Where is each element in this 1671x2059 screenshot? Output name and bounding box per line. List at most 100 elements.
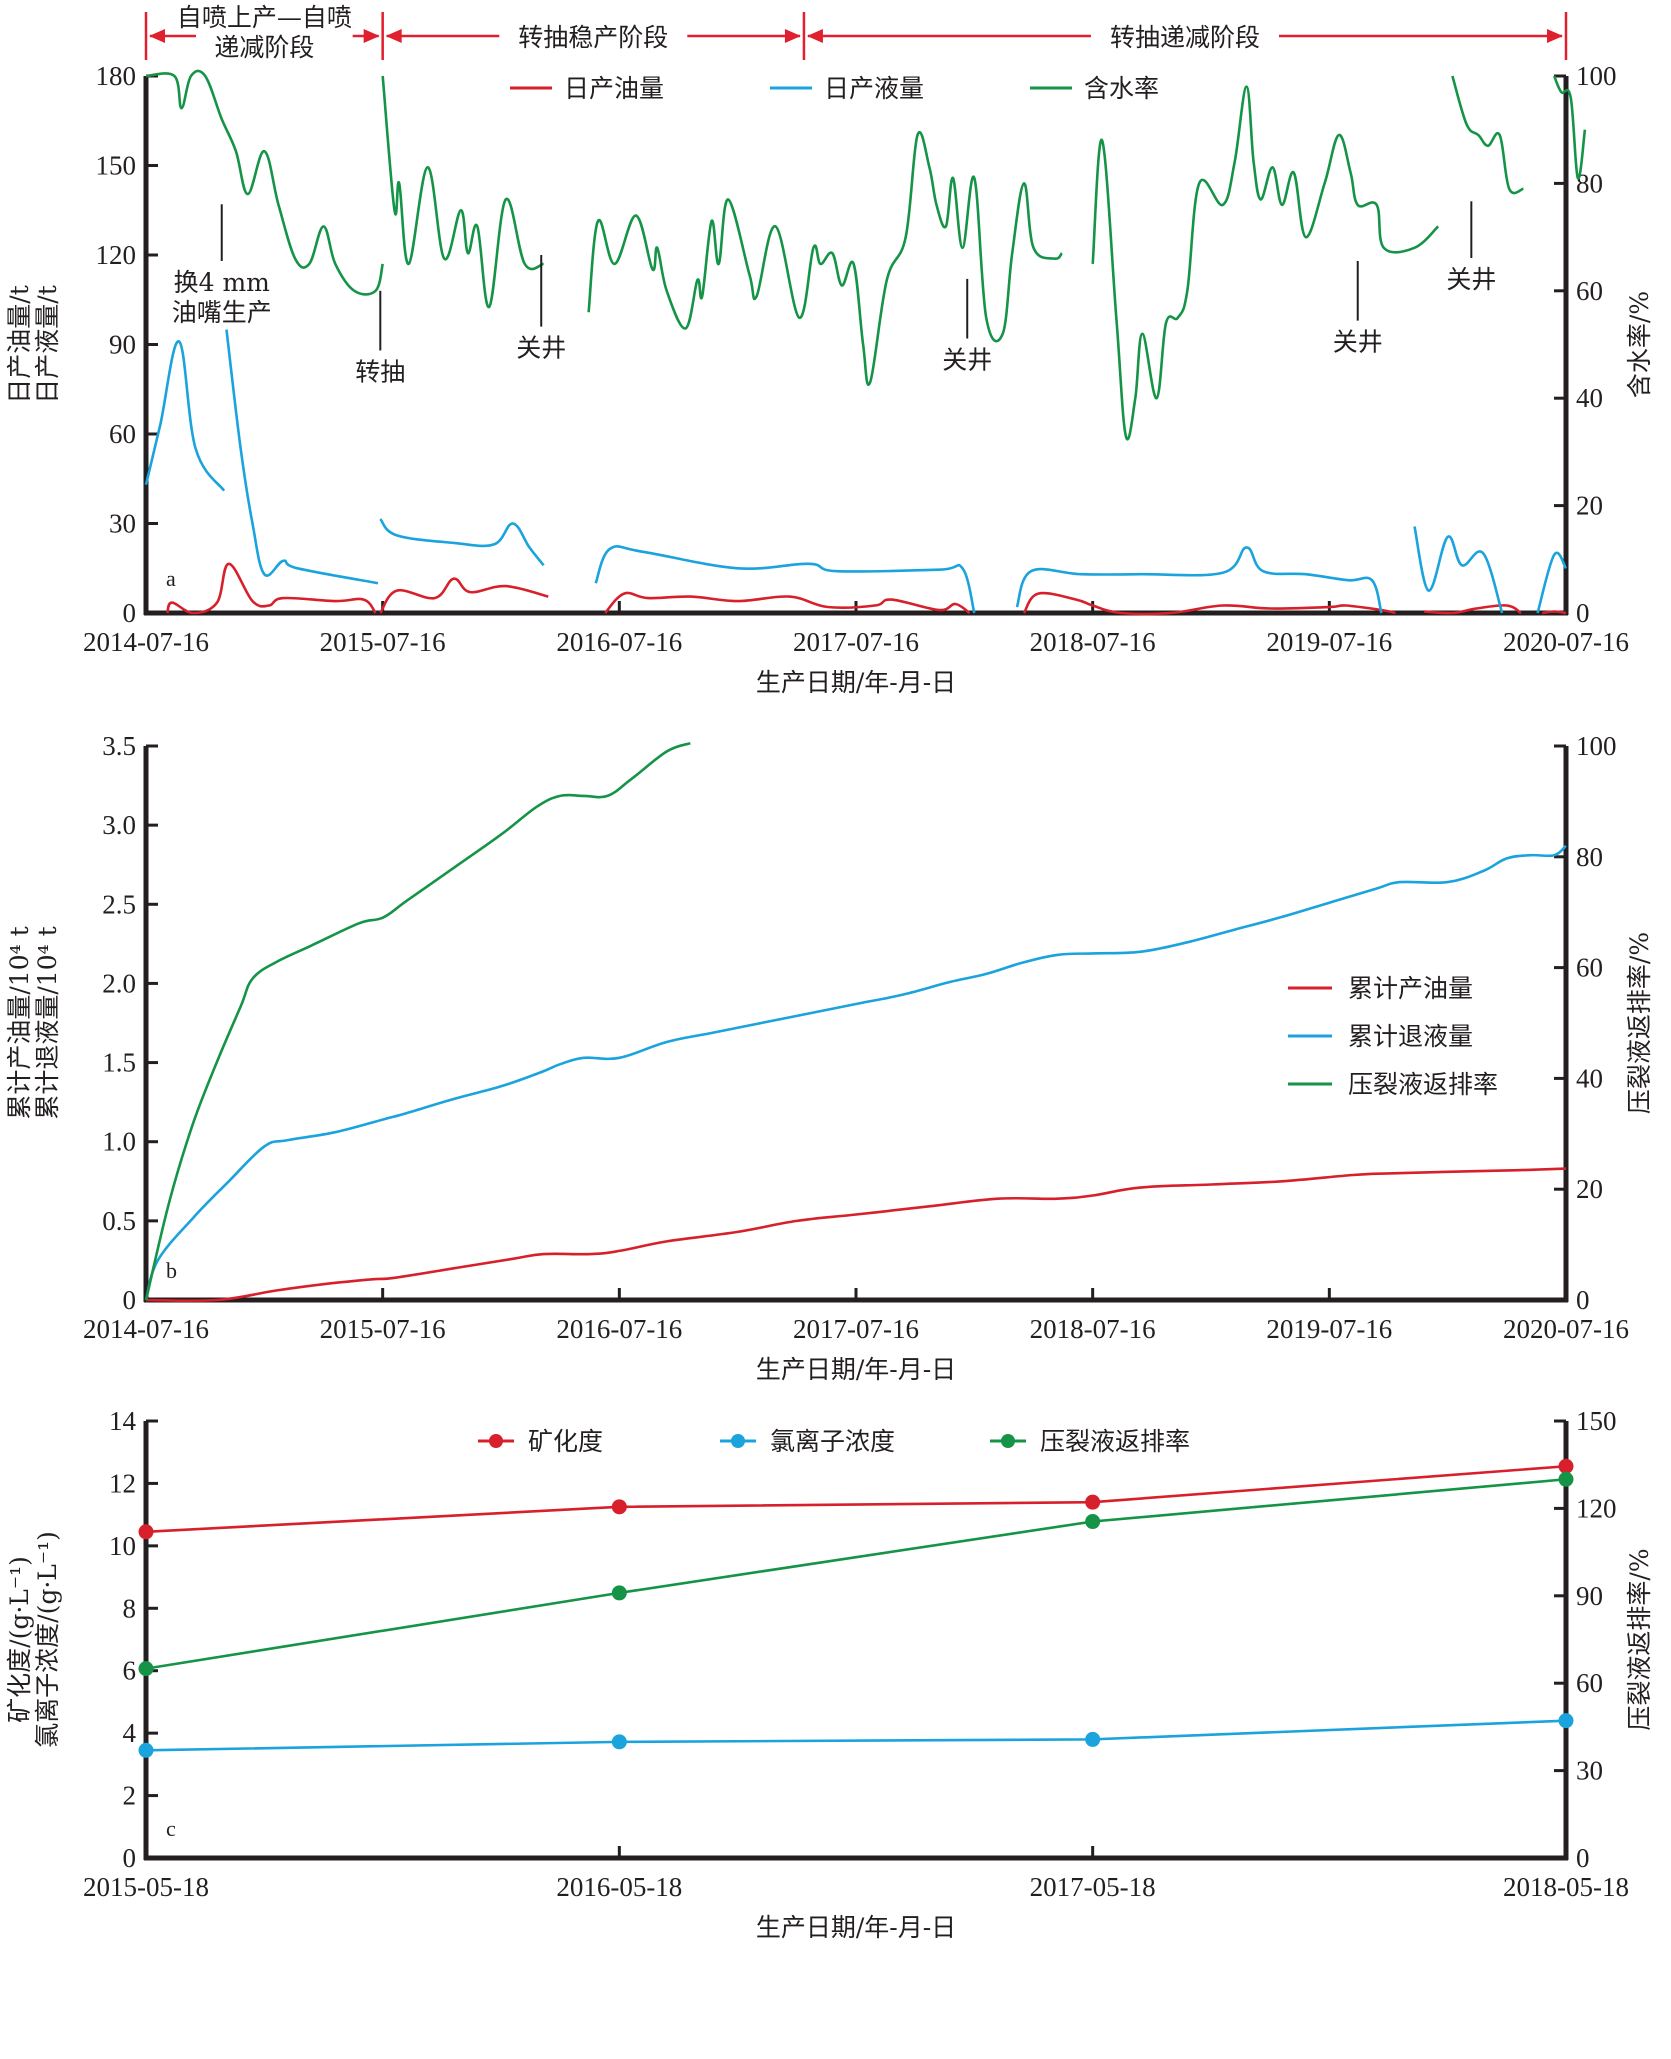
y2-tick-label: 80 [1576, 842, 1603, 872]
x-tick-label: 2020-07-16 [1503, 627, 1629, 657]
series-line-segment [145, 69, 384, 296]
series-water [138, 1471, 1574, 1677]
panel-label: a [166, 566, 176, 591]
y-axis-title: 日产液量/t [33, 285, 62, 403]
series-line-water [144, 741, 691, 1301]
annotation-text: 关井 [516, 334, 566, 363]
legend-marker [489, 1434, 503, 1448]
annotation-text: 关井 [942, 346, 992, 375]
legend-label: 日产液量 [824, 74, 924, 103]
y-axis-title: 矿化度/(g·L⁻¹) [5, 1556, 34, 1723]
series-oil [138, 1458, 1574, 1540]
x-tick-label: 2014-07-16 [83, 627, 209, 657]
y-tick-label: 0.5 [102, 1206, 136, 1236]
y-tick-label: 12 [109, 1468, 136, 1498]
x-tick-label: 2015-07-16 [320, 1314, 446, 1344]
y-tick-label: 120 [96, 240, 137, 270]
series-line-segment [381, 75, 544, 309]
y-tick-label: 14 [109, 1406, 137, 1436]
y2-tick-label: 30 [1576, 1756, 1603, 1786]
y-tick-label: 3.5 [102, 731, 136, 761]
stage-arrow-head-right [1547, 29, 1563, 43]
y2-tick-label: 100 [1576, 61, 1617, 91]
y2-tick-label: 0 [1576, 1285, 1590, 1315]
y-tick-label: 8 [123, 1593, 137, 1623]
series-line-segment [379, 518, 545, 567]
data-point [138, 1661, 154, 1677]
stage-arrow-head-left [806, 29, 823, 43]
y2-tick-label: 100 [1576, 731, 1617, 761]
legend-item: 日产液量 [770, 74, 924, 103]
x-tick-label: 2015-07-16 [320, 627, 446, 657]
data-point [611, 1499, 627, 1515]
y-tick-label: 60 [109, 419, 136, 449]
y2-axis-title: 压裂液返排率/% [1625, 932, 1654, 1114]
annotation-text: 关井 [1333, 328, 1383, 357]
series-line-liquid [144, 844, 1567, 1301]
legend-item: 含水率 [1030, 74, 1159, 103]
series-line-segment [594, 545, 976, 614]
series-line-segment [1552, 75, 1587, 180]
x-axis-title: 生产日期/年-月-日 [756, 1355, 956, 1384]
y2-tick-label: 40 [1576, 1063, 1603, 1093]
series-line-segment [1536, 551, 1568, 614]
legend-item: 压裂液返排率 [1288, 1070, 1498, 1099]
legend-item: 累计退液量 [1288, 1022, 1473, 1051]
stage-label: 转抽稳产阶段 [518, 23, 668, 52]
x-tick-label: 2014-07-16 [83, 1314, 209, 1344]
stage-label: 转抽递减阶段 [1110, 23, 1260, 52]
x-tick-label: 2015-05-18 [83, 1872, 209, 1902]
legend-marker [731, 1434, 745, 1448]
series-line-segment [166, 562, 377, 615]
x-tick-label: 2019-07-16 [1266, 627, 1392, 657]
x-tick-label: 2017-07-16 [793, 1314, 919, 1344]
legend-label: 氯离子浓度 [770, 1427, 895, 1456]
annotation-text: 关井 [1446, 265, 1496, 294]
x-tick-label: 2018-07-16 [1030, 627, 1156, 657]
annotation-text: 换4 mm [174, 268, 271, 297]
series-liquid [138, 1713, 1574, 1758]
data-point [1558, 1713, 1574, 1729]
stage-arrow-head-right [784, 29, 801, 43]
series-line-segment [1022, 591, 1396, 616]
y-tick-label: 6 [123, 1656, 137, 1686]
annotation: 关井 [1446, 201, 1496, 294]
legend-item: 矿化度 [478, 1427, 603, 1456]
y2-tick-label: 90 [1576, 1581, 1603, 1611]
y2-axis-title: 含水率/% [1625, 291, 1654, 398]
x-tick-label: 2017-07-16 [793, 627, 919, 657]
annotation-text: 油嘴生产 [172, 298, 272, 327]
y2-tick-label: 60 [1576, 953, 1603, 983]
panel-label: b [166, 1258, 177, 1283]
x-axis-title: 生产日期/年-月-日 [756, 1913, 956, 1942]
stage-arrow-head-left [385, 29, 402, 43]
chart-c: 0 2 4 6 8 10 12 14 0 30 60 90 120 150 2015-05-18 2016-0… [5, 1406, 1654, 1942]
x-tick-label: 2019-07-16 [1266, 1314, 1392, 1344]
series-line-oil [145, 1167, 1567, 1303]
legend-label: 矿化度 [528, 1427, 603, 1456]
annotation: 关井 [1333, 260, 1383, 357]
y-axis-title: 累计产油量/10⁴ t [5, 926, 34, 1119]
data-point [611, 1734, 627, 1750]
y-tick-label: 150 [96, 151, 137, 181]
legend-label: 压裂液返排率 [1348, 1070, 1498, 1099]
y-tick-label: 30 [109, 509, 136, 539]
y2-tick-label: 150 [1576, 1406, 1617, 1436]
stage-arrow-head-left [149, 29, 165, 43]
series-liquid [144, 329, 1568, 614]
legend-label: 累计产油量 [1348, 974, 1473, 1003]
series-line-segment [1091, 85, 1440, 441]
x-tick-label: 2016-07-16 [556, 627, 682, 657]
y-axis-title: 累计退液量/10⁴ t [33, 926, 62, 1119]
legend-item: 压裂液返排率 [990, 1427, 1190, 1456]
legend-item: 累计产油量 [1288, 974, 1473, 1003]
panel-label: c [166, 1816, 176, 1841]
x-tick-label: 2018-05-18 [1503, 1872, 1629, 1902]
legend-marker [1001, 1434, 1015, 1448]
y2-axis-title: 压裂液返排率/% [1625, 1548, 1654, 1730]
series-line-segment [1413, 526, 1504, 614]
series-oil [166, 562, 1567, 616]
y-tick-label: 2.0 [102, 968, 136, 998]
